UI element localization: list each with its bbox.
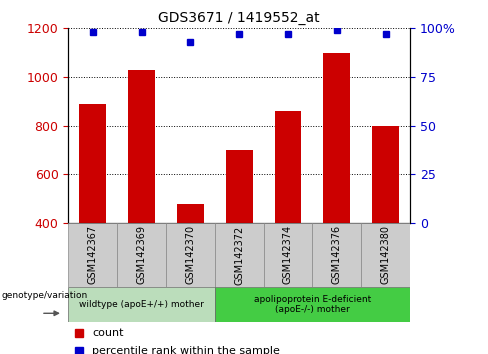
Bar xyxy=(274,111,302,223)
Bar xyxy=(68,223,117,287)
Text: percentile rank within the sample: percentile rank within the sample xyxy=(92,346,280,354)
Text: GSM142370: GSM142370 xyxy=(185,225,195,285)
Bar xyxy=(312,223,361,287)
Text: GSM142380: GSM142380 xyxy=(381,225,390,284)
Bar xyxy=(166,223,215,287)
Bar xyxy=(225,150,253,223)
Bar xyxy=(264,223,312,287)
Text: GSM142372: GSM142372 xyxy=(234,225,244,285)
Text: GSM142367: GSM142367 xyxy=(88,225,98,285)
Text: GSM142376: GSM142376 xyxy=(332,225,342,285)
Bar xyxy=(372,126,399,223)
Text: count: count xyxy=(92,328,124,338)
Text: GSM142374: GSM142374 xyxy=(283,225,293,285)
Text: apolipoprotein E-deficient
(apoE-/-) mother: apolipoprotein E-deficient (apoE-/-) mot… xyxy=(254,295,371,314)
Text: GSM142369: GSM142369 xyxy=(137,225,146,284)
Bar xyxy=(215,287,410,322)
Bar xyxy=(361,223,410,287)
Bar xyxy=(79,104,106,223)
Bar xyxy=(323,53,350,223)
Bar xyxy=(215,223,264,287)
Text: wildtype (apoE+/+) mother: wildtype (apoE+/+) mother xyxy=(79,300,204,309)
Bar xyxy=(177,204,204,223)
Title: GDS3671 / 1419552_at: GDS3671 / 1419552_at xyxy=(158,11,320,24)
Bar xyxy=(117,223,166,287)
Bar xyxy=(68,287,215,322)
Text: genotype/variation: genotype/variation xyxy=(1,291,88,300)
Bar xyxy=(128,70,155,223)
